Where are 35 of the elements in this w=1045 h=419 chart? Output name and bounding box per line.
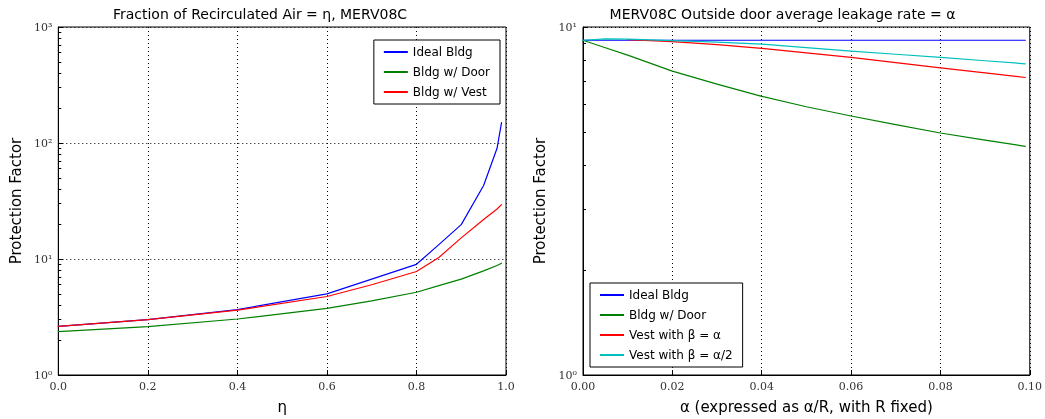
x-axis-title: α (expressed as α/R, with R fixed) [679,397,933,416]
x-tick-label: 0.06 [838,380,864,393]
chart-title: MERV08C Outside door average leakage rate = α [609,6,956,22]
y-tick-label: 10⁰ [33,368,53,382]
x-tick-label: 0.08 [928,380,953,393]
legend-label: Ideal Bldg [412,45,473,59]
legend-label: Ideal Bldg [629,288,689,302]
x-axis-title: η [277,397,287,416]
y-tick-label: 10¹ [33,252,53,266]
legend-label: Vest with β = α [629,328,722,342]
y-tick-label: 10³ [33,20,53,34]
x-tick-label: 0.0 [49,380,68,393]
x-tick-label: 0.6 [318,380,336,393]
chart-title: Fraction of Recirculated Air = η, MERV08C [112,6,408,22]
line-series [582,39,1026,147]
x-tick-label: 0.10 [1017,380,1042,393]
y-tick-label: 10² [33,136,53,150]
x-tick-label: 0.02 [660,380,685,393]
x-tick-label: 1.0 [497,380,515,393]
legend-label: Bldg w/ Vest [412,85,488,99]
legend-label: Bldg w/ Door [412,65,491,79]
x-tick-label: 0.4 [228,380,247,393]
y-axis-title: Protection Factor [6,136,25,265]
y-axis-title: Protection Factor [531,136,550,265]
line-series [57,204,503,327]
x-tick-label: 0.2 [139,380,157,393]
x-tick-label: 0.8 [407,380,426,393]
line-series [582,38,1026,65]
x-tick-label: 0.00 [570,380,596,393]
y-tick-label: 10⁰ [558,368,578,382]
y-tick-label: 10¹ [558,20,577,34]
legend-label: Bldg w/ Door [629,308,707,322]
x-tick-label: 0.04 [749,380,774,393]
line-series [57,262,503,333]
legend-label: Vest with β = α/2 [629,348,733,362]
